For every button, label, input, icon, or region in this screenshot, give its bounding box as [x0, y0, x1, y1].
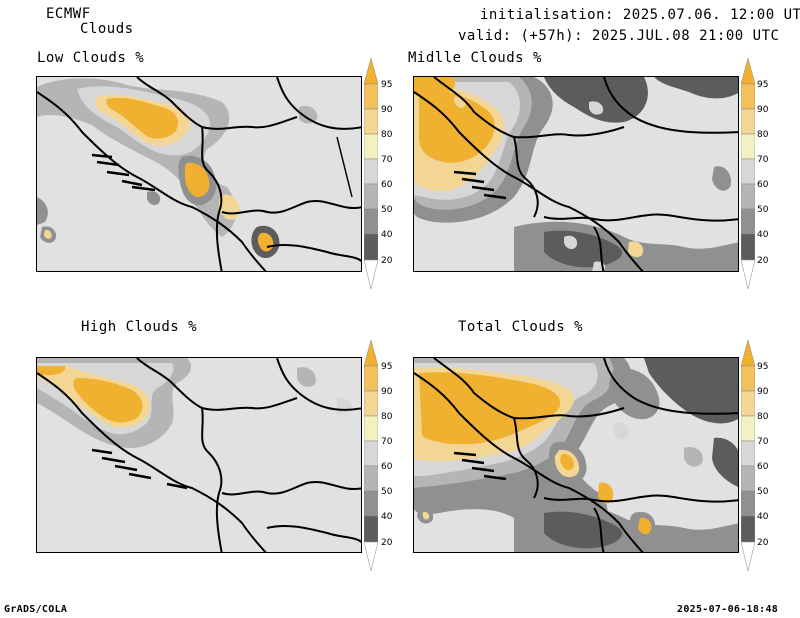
cb-seg-8: [741, 541, 755, 572]
footer-software: GrADS/COLA: [4, 604, 68, 615]
cb-seg-0: [741, 58, 755, 85]
product-name: Clouds: [80, 21, 134, 37]
cb-seg-3: [364, 133, 378, 160]
cb-low-label-95: 95: [381, 80, 393, 90]
cb-seg-5: [364, 465, 378, 492]
cb-seg-4: [741, 440, 755, 467]
cb-seg-2: [364, 108, 378, 135]
cb-seg-1: [364, 83, 378, 110]
cb-seg-4: [364, 158, 378, 185]
map-low-clouds: [36, 76, 362, 272]
cb-high-label-40: 40: [381, 512, 393, 522]
cb-low-label-80: 80: [381, 130, 393, 140]
cb-seg-3: [741, 133, 755, 160]
colorbar-low: [364, 58, 378, 290]
cb-seg-8: [364, 259, 378, 290]
cb-low-label-90: 90: [381, 105, 393, 115]
cb-seg-2: [741, 390, 755, 417]
map-high-clouds: [36, 357, 362, 553]
cb-mid-label-40: 40: [757, 230, 769, 240]
cb-high-label-20: 20: [381, 538, 393, 548]
cb-seg-1: [741, 365, 755, 392]
cb-seg-6: [741, 208, 755, 235]
panel-title-total: Total Clouds %: [458, 319, 584, 335]
cb-seg-7: [741, 515, 755, 543]
cb-seg-8: [364, 541, 378, 572]
panel-title-high: High Clouds %: [81, 319, 198, 335]
high-clouds-field: [37, 358, 361, 552]
cb-seg-7: [741, 233, 755, 261]
colorbar-total: [741, 340, 755, 572]
cb-mid-label-95: 95: [757, 80, 769, 90]
cb-low-label-20: 20: [381, 256, 393, 266]
cb-seg-7: [364, 515, 378, 543]
cb-low-label-40: 40: [381, 230, 393, 240]
map-middle-clouds: [413, 76, 739, 272]
cb-seg-3: [741, 415, 755, 442]
colorbar-swatches: [364, 340, 378, 572]
cb-high-label-60: 60: [381, 462, 393, 472]
cb-seg-1: [364, 365, 378, 392]
cb-seg-6: [364, 490, 378, 517]
footer-timestamp: 2025-07-06-18:48: [677, 604, 779, 615]
colorbar-high: [364, 340, 378, 572]
colorbar-swatches: [364, 58, 378, 290]
cb-seg-6: [741, 490, 755, 517]
cb-seg-4: [364, 440, 378, 467]
cb-low-label-50: 50: [381, 205, 393, 215]
low-clouds-field: [37, 77, 361, 271]
cb-seg-8: [741, 259, 755, 290]
cb-seg-3: [364, 415, 378, 442]
cb-seg-5: [364, 183, 378, 210]
panel-title-middle: Midlle Clouds %: [408, 50, 542, 66]
colorbar-swatches: [741, 58, 755, 290]
total-clouds-field: [414, 358, 738, 552]
cb-total-label-90: 90: [757, 387, 769, 397]
cb-seg-5: [741, 183, 755, 210]
cb-mid-label-20: 20: [757, 256, 769, 266]
cb-mid-label-90: 90: [757, 105, 769, 115]
cb-seg-1: [741, 83, 755, 110]
init-time: initialisation: 2025.07.06. 12:00 UTC: [480, 7, 800, 23]
cb-low-label-70: 70: [381, 155, 393, 165]
cb-total-label-95: 95: [757, 362, 769, 372]
colorbar-middle: [741, 58, 755, 290]
cb-high-label-95: 95: [381, 362, 393, 372]
cb-seg-7: [364, 233, 378, 261]
cb-mid-label-70: 70: [757, 155, 769, 165]
cb-seg-0: [741, 340, 755, 367]
cb-total-label-20: 20: [757, 538, 769, 548]
cb-seg-0: [364, 340, 378, 367]
cb-total-label-50: 50: [757, 487, 769, 497]
cb-mid-label-60: 60: [757, 180, 769, 190]
cb-low-label-60: 60: [381, 180, 393, 190]
cb-high-label-50: 50: [381, 487, 393, 497]
cb-seg-0: [364, 58, 378, 85]
colorbar-swatches: [741, 340, 755, 572]
cb-mid-label-50: 50: [757, 205, 769, 215]
model-name: ECMWF: [46, 6, 91, 22]
cb-total-label-60: 60: [757, 462, 769, 472]
cb-seg-4: [741, 158, 755, 185]
cb-total-label-70: 70: [757, 437, 769, 447]
cb-seg-6: [364, 208, 378, 235]
valid-time: valid: (+57h): 2025.JUL.08 21:00 UTC: [458, 28, 780, 44]
panel-title-low: Low Clouds %: [37, 50, 145, 66]
middle-clouds-field: [414, 77, 738, 271]
cb-high-label-80: 80: [381, 412, 393, 422]
cb-high-label-90: 90: [381, 387, 393, 397]
cb-total-label-80: 80: [757, 412, 769, 422]
map-total-clouds: [413, 357, 739, 553]
cb-total-label-40: 40: [757, 512, 769, 522]
cb-high-label-70: 70: [381, 437, 393, 447]
cb-seg-2: [741, 108, 755, 135]
cb-seg-5: [741, 465, 755, 492]
cb-seg-2: [364, 390, 378, 417]
cb-mid-label-80: 80: [757, 130, 769, 140]
